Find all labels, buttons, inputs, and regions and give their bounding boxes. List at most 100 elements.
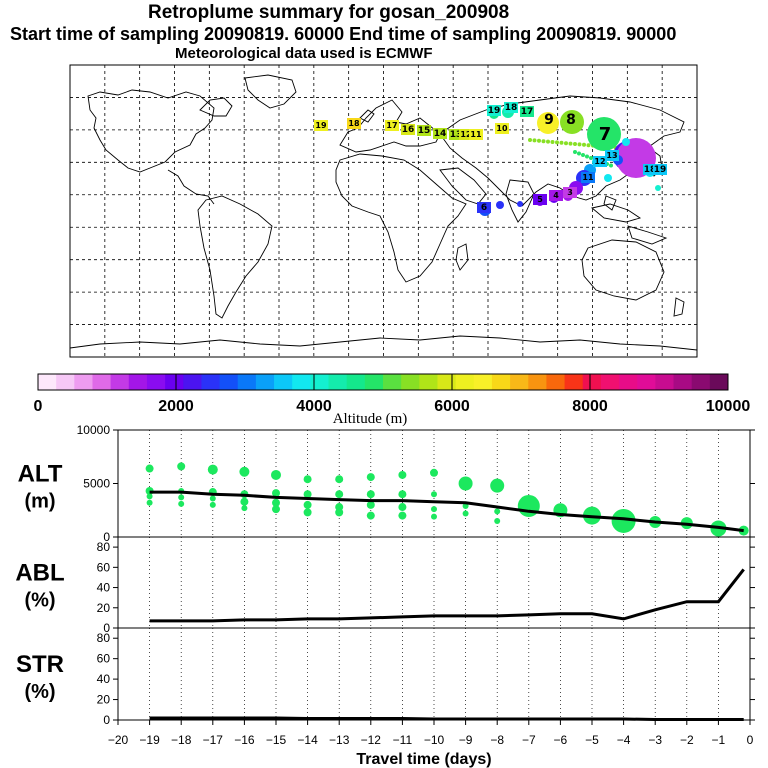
- altitude-cluster-point: [239, 466, 250, 477]
- colorbar-cells: [38, 374, 729, 390]
- altitude-cluster-point: [209, 501, 216, 508]
- altitude-cluster-point: [431, 506, 437, 513]
- day-label-box: [520, 106, 534, 117]
- altitude-cluster-point: [146, 493, 153, 500]
- trajectory-bubble: [622, 138, 630, 146]
- trajectory-dot: [582, 142, 586, 147]
- altitude-cluster-point: [207, 464, 218, 475]
- colorbar-cell: [165, 374, 184, 390]
- colorbar-cell: [564, 374, 584, 390]
- trajectory-dot: [581, 153, 585, 157]
- x-tick-label: −4: [617, 733, 631, 747]
- altitude-cluster-point: [303, 500, 312, 509]
- y-tick-label: 40: [97, 672, 111, 686]
- colorbar-cell: [128, 374, 148, 390]
- altitude-cluster-point: [517, 494, 540, 517]
- colorbar-cell: [401, 374, 420, 390]
- mean-line-str: [149, 716, 744, 721]
- colorbar-cell: [600, 374, 620, 390]
- colorbar-tick-label: 6000: [434, 398, 470, 415]
- panel-frame: [117, 627, 751, 721]
- altitude-cluster-point: [398, 490, 407, 499]
- x-tick-label: −9: [459, 733, 473, 747]
- x-tick-label: −5: [585, 733, 599, 747]
- altitude-cluster-point: [335, 508, 344, 517]
- trajectory-day-label: 19: [654, 165, 667, 175]
- x-tick-label: −6: [554, 733, 568, 747]
- altitude-cluster-point: [398, 511, 407, 520]
- colorbar-cell: [655, 374, 675, 390]
- day-label-box: [495, 123, 509, 134]
- day-label-box: [581, 172, 595, 183]
- trajectory-day-label: 14: [434, 129, 447, 139]
- trajectory-bubble: [517, 201, 523, 207]
- colorbar-cell: [255, 374, 275, 390]
- chart-title: Retroplume summary for gosan_200908: [148, 2, 510, 23]
- altitude-cluster-point: [494, 508, 501, 515]
- trajectory-day-label: 15: [418, 126, 431, 136]
- trajectory-dot: [585, 154, 589, 159]
- trajectory-dot: [564, 141, 568, 146]
- trajectory-day-label: 16: [402, 125, 415, 135]
- trajectory-dot: [609, 163, 613, 168]
- coastlines: [69, 74, 698, 351]
- altitude-cluster-point: [398, 470, 407, 479]
- trajectory-day-label: 17: [521, 107, 534, 117]
- trajectory-day-label: 19: [315, 121, 327, 130]
- y-tick-label: 60: [97, 560, 111, 574]
- altitude-cluster-point: [431, 513, 437, 520]
- trajectory-day-label: 17: [386, 121, 397, 130]
- trajectory-dot: [546, 139, 550, 144]
- colorbar-tick-label: 10000: [706, 398, 751, 415]
- panel-ylabel-unit: (%): [24, 681, 55, 703]
- trajectory-day-label: 13: [450, 130, 463, 140]
- colorbar-cell: [201, 374, 221, 390]
- altitude-cluster-point: [241, 505, 248, 512]
- day-label-box: [605, 150, 619, 161]
- day-label-box: [533, 194, 547, 205]
- panel-alt: 10000 5000 0 ALT (m): [18, 423, 755, 544]
- met-data-note: Meteorological data used is ECMWF: [175, 45, 433, 62]
- altitude-cluster-point: [462, 510, 469, 517]
- altitude-cluster-point: [178, 500, 185, 507]
- altitude-cluster-point: [303, 508, 312, 517]
- day-label-box: [469, 129, 483, 140]
- trajectory-day-label: 11: [582, 173, 594, 182]
- panel-ylabel: STR: [16, 651, 64, 678]
- y-tick-label: 40: [97, 581, 111, 595]
- colorbar-tick-label: 0: [34, 398, 43, 415]
- colorbar-cell: [328, 374, 348, 390]
- trajectory-day-label: 8: [566, 112, 576, 128]
- colorbar-ticks: 0 2000 4000 6000 8000 10000: [34, 374, 751, 415]
- colorbar-cell: [292, 374, 311, 390]
- altitude-cluster-point: [271, 469, 281, 480]
- colorbar-cell: [38, 374, 57, 390]
- x-tick-label: −16: [234, 733, 255, 747]
- day-label-box: [563, 187, 577, 198]
- trajectory-day-label: 19: [488, 106, 501, 116]
- colorbar-cell: [274, 374, 293, 390]
- trajectory-dot: [541, 139, 546, 144]
- y-tick-label: 60: [97, 652, 111, 666]
- colorbar-cell: [219, 374, 239, 390]
- trajectory-bubble: [537, 112, 559, 134]
- x-tick-label: −2: [680, 733, 694, 747]
- colorbar-cell: [237, 374, 257, 390]
- colorbar-cell: [310, 374, 330, 390]
- altitude-cluster-point: [272, 489, 280, 498]
- colorbar-cell: [364, 374, 384, 390]
- day-label-box: [593, 156, 607, 167]
- x-tick-label: 0: [747, 733, 754, 747]
- colorbar-label: Altitude (m): [333, 411, 408, 427]
- colorbar-cell: [691, 374, 711, 390]
- y-tick-label: 80: [97, 631, 111, 645]
- altitude-cluster-point: [209, 495, 216, 502]
- x-tick-label: −20: [108, 733, 129, 747]
- x-tick-label: −13: [329, 733, 350, 747]
- panel-frame: [117, 536, 751, 629]
- trajectory-day-label: 10: [496, 124, 508, 133]
- day-label-box: [314, 120, 328, 131]
